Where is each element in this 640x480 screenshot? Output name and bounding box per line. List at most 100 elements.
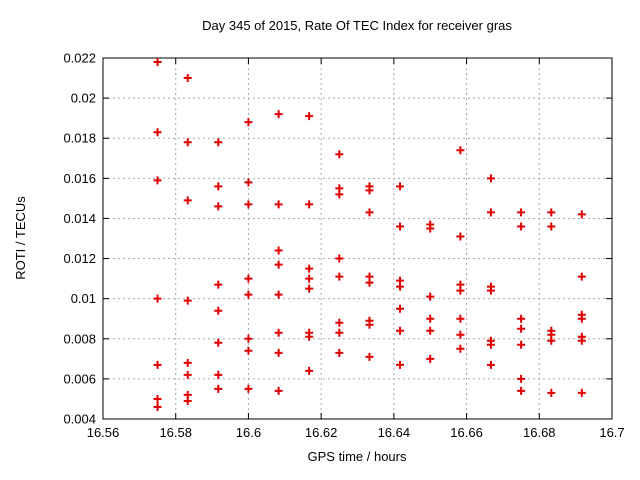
data-point-marker — [214, 202, 223, 211]
x-tick-label: 16.56 — [87, 425, 120, 440]
data-point-marker — [365, 278, 374, 287]
data-point-marker — [365, 320, 374, 329]
data-point-marker — [274, 328, 283, 337]
data-point-marker — [214, 280, 223, 289]
data-point-marker — [396, 222, 405, 231]
data-point-marker — [426, 354, 435, 363]
data-point-marker — [577, 272, 586, 281]
x-tick-label: 16.68 — [523, 425, 556, 440]
data-point-marker — [274, 290, 283, 299]
data-point-marker — [244, 346, 253, 355]
data-point-marker — [274, 386, 283, 395]
data-point-marker — [153, 402, 162, 411]
data-point-marker — [274, 200, 283, 209]
data-point-marker — [305, 112, 314, 121]
data-point-marker — [517, 340, 526, 349]
data-point-marker — [577, 388, 586, 397]
data-point-marker — [335, 272, 344, 281]
data-point-marker — [396, 304, 405, 313]
data-point-marker — [274, 246, 283, 255]
data-point-marker — [183, 138, 192, 147]
data-point-marker — [183, 74, 192, 83]
data-point-marker — [486, 340, 495, 349]
data-point-marker — [517, 386, 526, 395]
axis-ticks — [102, 57, 613, 420]
y-tick-label: 0.012 — [63, 251, 96, 266]
x-axis-label: GPS time / hours — [308, 449, 407, 464]
y-tick-label: 0.016 — [63, 171, 96, 186]
data-point-marker — [547, 388, 556, 397]
data-point-marker — [305, 274, 314, 283]
data-point-marker — [244, 334, 253, 343]
y-axis-label: ROTI / TECUs — [13, 196, 28, 280]
x-tick-label: 16.66 — [450, 425, 483, 440]
data-point-marker — [517, 208, 526, 217]
data-point-marker — [244, 274, 253, 283]
data-point-marker — [214, 306, 223, 315]
data-point-marker — [153, 394, 162, 403]
data-point-marker — [274, 348, 283, 357]
y-tick-label: 0.014 — [63, 211, 96, 226]
plot-frame — [102, 57, 613, 420]
data-point-marker — [335, 190, 344, 199]
data-point-marker — [456, 146, 465, 155]
data-point-marker — [335, 254, 344, 263]
data-point-marker — [244, 384, 253, 393]
data-point-marker — [214, 338, 223, 347]
data-point-marker — [305, 366, 314, 375]
data-point-marker — [153, 176, 162, 185]
data-point-marker — [486, 174, 495, 183]
data-point-marker — [547, 222, 556, 231]
data-point-marker — [274, 260, 283, 269]
data-point-marker — [365, 208, 374, 217]
data-point-marker — [244, 178, 253, 187]
data-point-marker — [153, 294, 162, 303]
data-point-marker — [396, 360, 405, 369]
data-point-marker — [426, 326, 435, 335]
data-point-marker — [486, 286, 495, 295]
data-point-marker — [365, 352, 374, 361]
data-point-marker — [486, 208, 495, 217]
data-point-marker — [335, 318, 344, 327]
data-points — [153, 58, 586, 411]
data-point-marker — [214, 182, 223, 191]
data-point-marker — [274, 110, 283, 119]
data-point-marker — [183, 296, 192, 305]
data-point-marker — [305, 264, 314, 273]
data-point-marker — [456, 232, 465, 241]
y-tick-label: 0.022 — [63, 51, 96, 66]
y-tick-label: 0.01 — [71, 291, 96, 306]
data-point-marker — [517, 374, 526, 383]
data-point-marker — [577, 210, 586, 219]
chart-title: Day 345 of 2015, Rate Of TEC Index for r… — [202, 18, 512, 33]
data-point-marker — [305, 284, 314, 293]
gridlines — [103, 58, 612, 419]
data-point-marker — [486, 360, 495, 369]
data-point-marker — [335, 328, 344, 337]
data-point-marker — [396, 326, 405, 335]
data-point-marker — [577, 314, 586, 323]
data-point-marker — [517, 222, 526, 231]
x-tick-label: 16.64 — [378, 425, 411, 440]
y-tick-label: 0.02 — [71, 91, 96, 106]
data-point-marker — [183, 196, 192, 205]
x-tick-label: 16.7 — [599, 425, 624, 440]
data-point-marker — [153, 128, 162, 137]
data-point-marker — [456, 344, 465, 353]
data-point-marker — [456, 330, 465, 339]
data-point-marker — [365, 186, 374, 195]
x-tick-label: 16.6 — [236, 425, 261, 440]
y-tick-label: 0.018 — [63, 131, 96, 146]
data-point-marker — [426, 224, 435, 233]
data-point-marker — [244, 118, 253, 127]
x-tick-label: 16.58 — [159, 425, 192, 440]
data-point-marker — [183, 370, 192, 379]
data-point-marker — [396, 182, 405, 191]
data-point-marker — [335, 150, 344, 159]
data-point-marker — [153, 360, 162, 369]
data-point-marker — [426, 292, 435, 301]
data-point-marker — [426, 314, 435, 323]
tick-labels: 16.56 16.58 16.6 16.62 16.64 16.66 16.68 16.7 0.… — [63, 51, 624, 441]
data-point-marker — [183, 396, 192, 405]
